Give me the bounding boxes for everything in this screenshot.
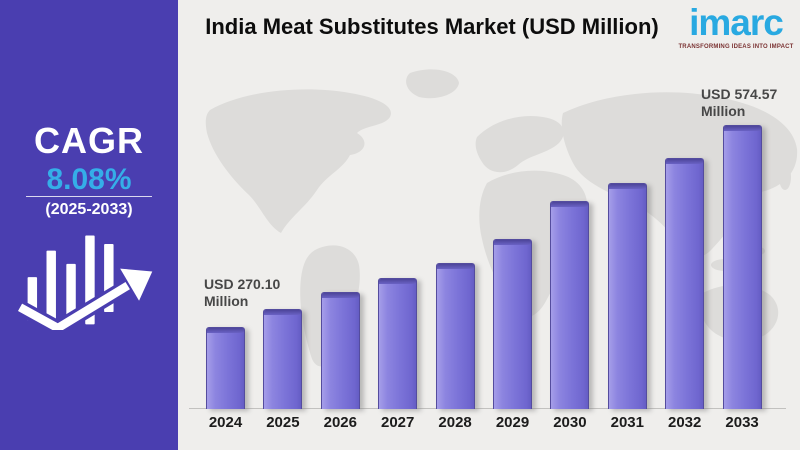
bar-2033 [722,124,762,409]
continent-europe [475,115,564,173]
cagr-sidebar: CAGR 8.08% (2025-2033) [0,0,178,450]
icon-bar [46,250,56,321]
bar-top-cap [608,183,646,189]
bar-2026 [320,291,360,409]
x-tick-2025: 2025 [266,414,300,431]
x-tick-2029: 2029 [495,414,530,431]
first-bar-value-label: USD 270.10 Million [204,276,281,309]
bar-top-cap [666,158,704,164]
x-tick-2028: 2028 [438,414,472,431]
imarc-logo-tagline: TRANSFORMING IDEAS INTO IMPACT [678,43,794,50]
growth-chart-icon [18,235,157,330]
bar-2025 [263,308,303,409]
x-axis-line [189,408,786,409]
chart-title: India Meat Substitutes Market (USD Milli… [205,14,659,39]
imarc-logo: imarc TRANSFORMING IDEAS INTO IMPACT [676,2,796,50]
island-japan [779,164,791,190]
x-tick-2033: 2033 [725,414,759,431]
x-tick-2026: 2026 [323,414,357,431]
bar-2029 [493,238,532,409]
bar-2028 [435,262,475,409]
icon-arrow-head-fill [120,268,153,301]
bar-top-cap [264,309,302,315]
icon-bar [66,263,76,321]
cagr-label: CAGR [34,120,144,161]
bar-2032 [665,157,705,409]
bar-top-cap [723,125,761,131]
cagr-value: 8.08% [46,163,132,196]
bar-2031 [607,182,647,409]
cagr-divider [26,196,152,197]
bar-top-cap [494,239,531,245]
bar-top-cap [321,292,359,298]
x-tick-2027: 2027 [381,414,415,431]
x-tick-2024: 2024 [208,414,243,431]
bar-2027 [378,277,418,409]
bar-2030 [550,200,590,409]
x-tick-2031: 2031 [610,414,644,431]
bar-top-cap [207,327,244,333]
last-bar-value-label: USD 574.57 Million [701,86,778,119]
bar-top-cap [379,278,417,284]
continent-greenland [406,69,459,99]
icon-arrow-shaft [18,281,130,330]
x-tick-2032: 2032 [668,414,702,431]
bar-2024 [206,326,245,409]
bar-top-cap [436,263,474,269]
imarc-logo-word: imarc [689,2,784,43]
bar-top-cap [551,201,589,207]
x-tick-2030: 2030 [553,414,587,431]
continent-north-america [205,89,391,233]
cagr-period: (2025-2033) [45,201,133,218]
